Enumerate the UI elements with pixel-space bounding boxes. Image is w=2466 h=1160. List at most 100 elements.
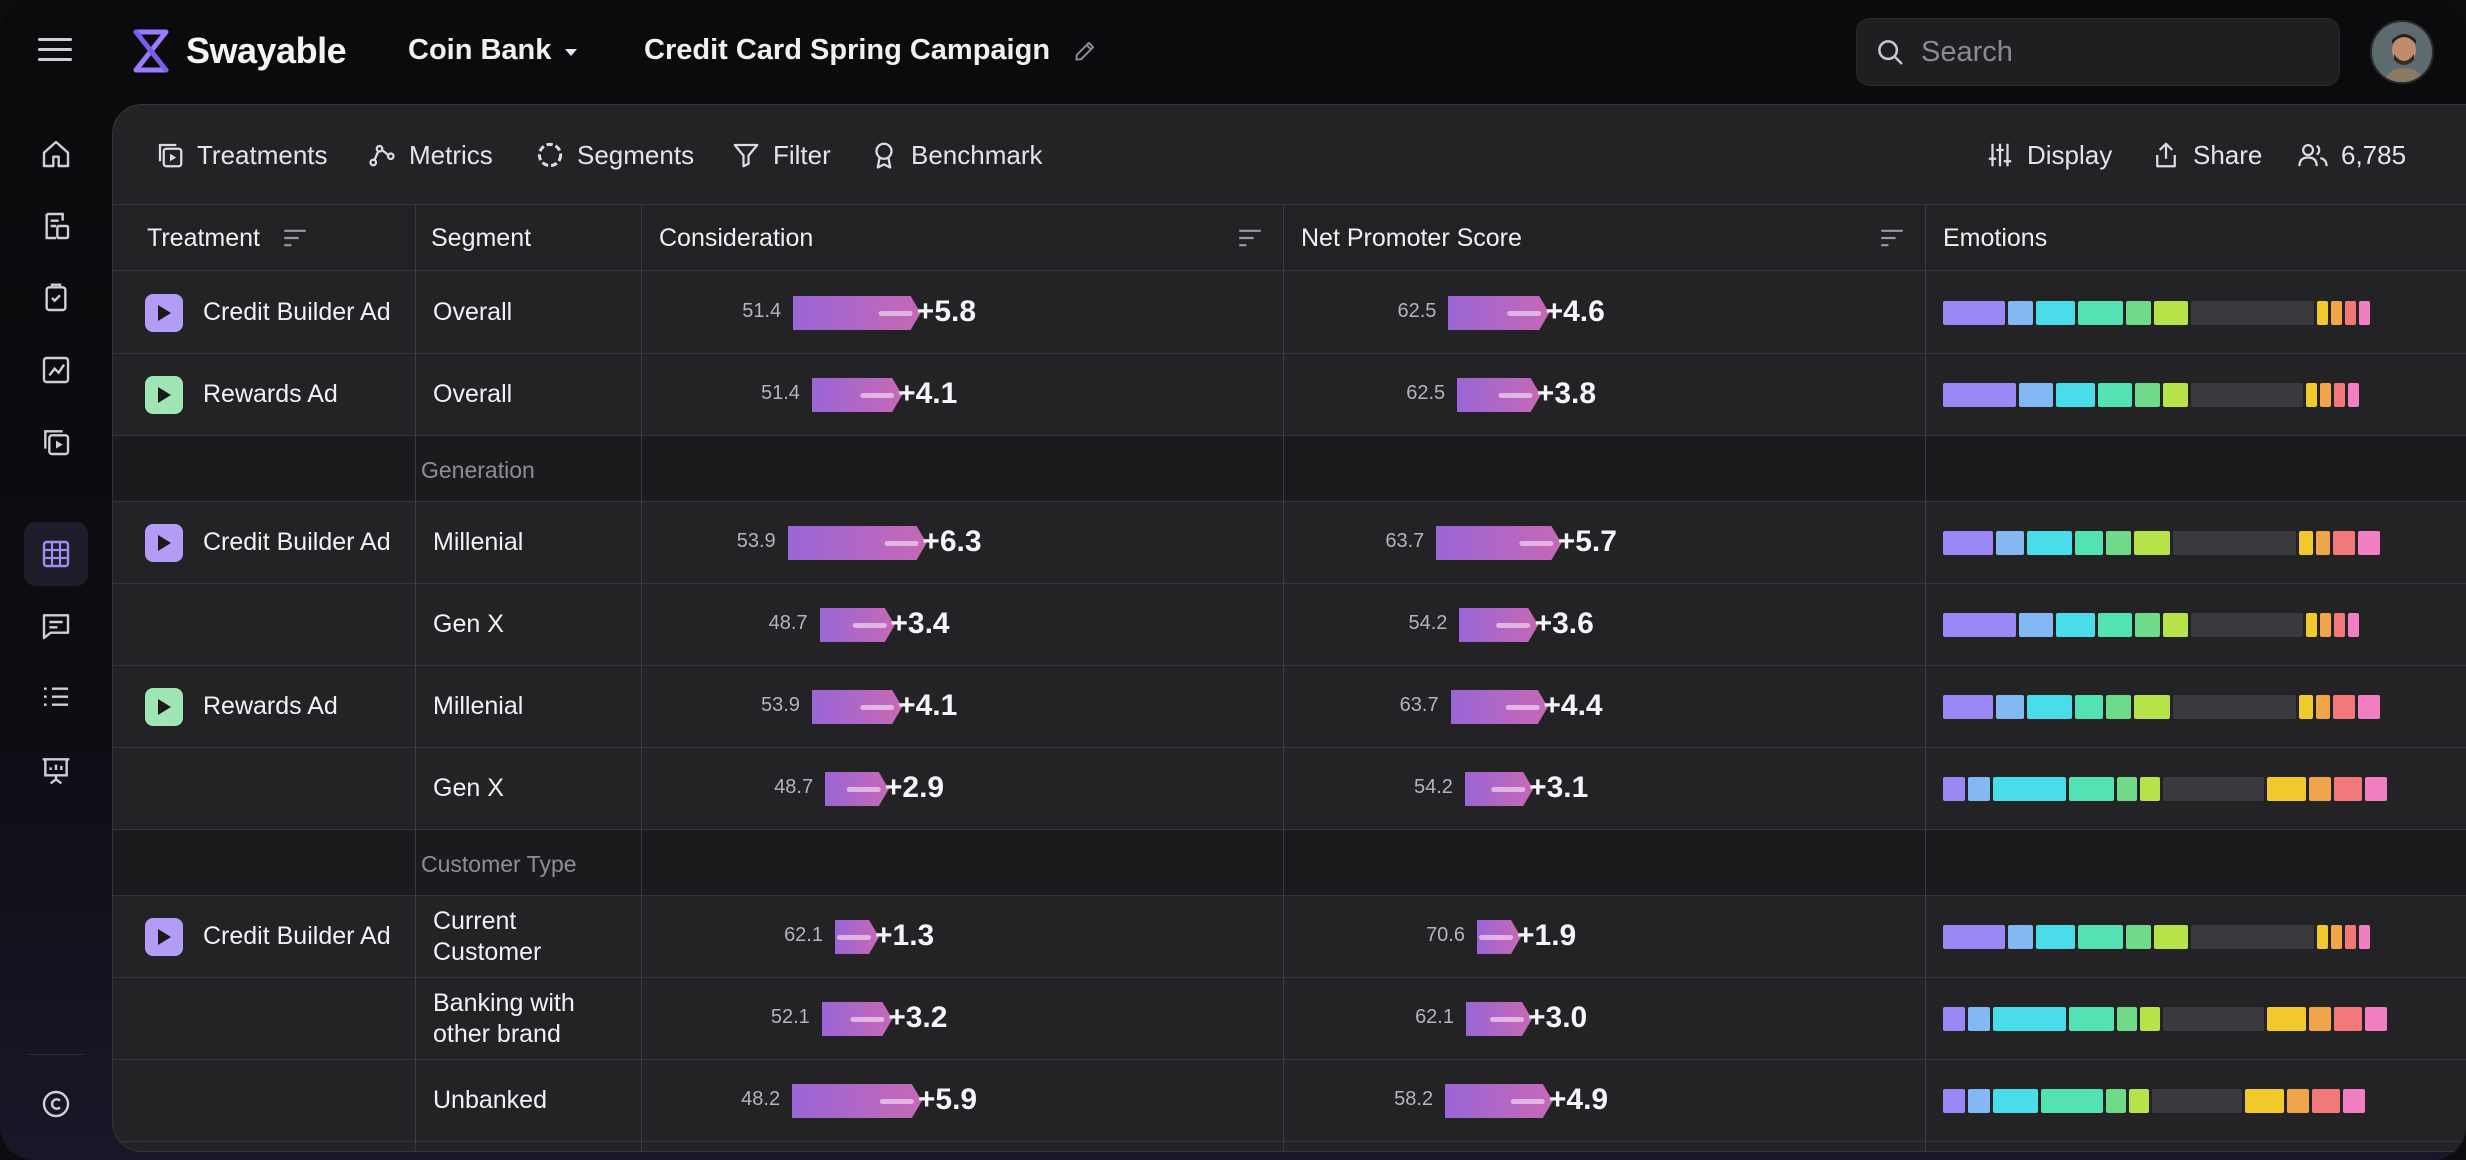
table-row[interactable]: Credit Builder Ad Millenial 53.9 +6.3 63.7 +5… bbox=[113, 502, 2466, 584]
nps-base-value: 54.2 bbox=[1413, 776, 1453, 798]
table-header: Treatment Segment Consideration Net Prom… bbox=[113, 205, 2466, 271]
nav-briefs-icon[interactable] bbox=[34, 204, 78, 248]
emotion-segment bbox=[2008, 301, 2033, 325]
emotion-segment bbox=[2075, 531, 2103, 555]
emotion-segment bbox=[2106, 695, 2131, 719]
table-row[interactable]: Unbanked 48.2 +5.9 58.2 +4.9 bbox=[113, 1060, 2466, 1142]
emotion-segment bbox=[2267, 1007, 2306, 1031]
table-row[interactable]: Credit Builder Ad Overall 51.4 +5.8 62.5 +4.6 bbox=[113, 272, 2466, 354]
app-logo[interactable]: Swayable bbox=[130, 28, 347, 74]
consideration-delta: +4.1 bbox=[898, 377, 958, 410]
treatment-name[interactable]: Credit Builder Ad bbox=[203, 298, 391, 326]
emotion-segment bbox=[2129, 1089, 2149, 1113]
treatment-name[interactable]: Rewards Ad bbox=[203, 692, 338, 720]
emotion-segment bbox=[2343, 1089, 2365, 1113]
caret-down-icon bbox=[565, 49, 578, 56]
respondents-count[interactable]: 6,785 bbox=[2297, 135, 2406, 175]
edit-pencil-icon[interactable] bbox=[1072, 38, 1098, 64]
treatment-name[interactable]: Rewards Ad bbox=[203, 380, 338, 408]
play-icon bbox=[158, 929, 171, 945]
sort-icon[interactable] bbox=[1235, 226, 1265, 250]
emotions-stacked-bar bbox=[1943, 1007, 2387, 1031]
nav-presentation-icon[interactable] bbox=[34, 748, 78, 792]
sort-icon[interactable] bbox=[280, 226, 310, 250]
consideration-delta: +3.4 bbox=[890, 607, 950, 640]
nav-survey-icon[interactable] bbox=[34, 276, 78, 320]
treatments-button[interactable]: Treatments bbox=[155, 135, 328, 175]
emotion-segment bbox=[2334, 1007, 2362, 1031]
treatment-name[interactable]: Credit Builder Ad bbox=[203, 528, 391, 556]
org-selector[interactable]: Coin Bank bbox=[408, 34, 578, 67]
filter-button[interactable]: Filter bbox=[731, 135, 831, 175]
emotions-stacked-bar bbox=[1943, 301, 2370, 325]
nav-list-icon[interactable] bbox=[34, 676, 78, 720]
nps-lift-bar bbox=[1466, 1002, 1532, 1036]
segment-name: Overall bbox=[433, 298, 513, 326]
play-button[interactable] bbox=[145, 376, 183, 414]
table-row[interactable]: Rewards Ad Overall 51.4 +4.1 62.5 +3.8 bbox=[113, 354, 2466, 436]
nav-table-icon[interactable] bbox=[24, 522, 88, 586]
share-button[interactable]: Share bbox=[2151, 135, 2262, 175]
table-row[interactable]: Rewards Ad Millenial 53.9 +4.1 63.7 +4.4 bbox=[113, 666, 2466, 748]
nps-delta: +3.6 bbox=[1534, 607, 1594, 640]
display-button[interactable]: Display bbox=[1985, 135, 2112, 175]
emotion-segment bbox=[2036, 301, 2075, 325]
nav-analytics-icon[interactable] bbox=[34, 348, 78, 392]
consideration-lift-bar bbox=[835, 920, 879, 954]
nps-base-value: 62.5 bbox=[1397, 300, 1437, 322]
consideration-base-value: 48.2 bbox=[741, 1088, 781, 1110]
play-button[interactable] bbox=[145, 918, 183, 956]
table-row[interactable]: Banking with other brand 52.1 +3.2 62.1 +3.0 bbox=[113, 978, 2466, 1060]
segments-button[interactable]: Segments bbox=[535, 135, 694, 175]
metrics-button[interactable]: Metrics bbox=[367, 135, 493, 175]
emotion-segment bbox=[2154, 925, 2188, 949]
sort-icon[interactable] bbox=[1877, 226, 1907, 250]
emotion-segment bbox=[2317, 301, 2328, 325]
consideration-base-value: 51.4 bbox=[742, 300, 782, 322]
nps-base-value: 58.2 bbox=[1394, 1088, 1434, 1110]
user-avatar[interactable] bbox=[2370, 20, 2434, 84]
treatment-name[interactable]: Credit Builder Ad bbox=[203, 922, 391, 950]
emotion-segment bbox=[2027, 531, 2072, 555]
emotion-segment bbox=[2316, 531, 2330, 555]
play-button[interactable] bbox=[145, 688, 183, 726]
col-segment[interactable]: Segment bbox=[431, 205, 531, 271]
menu-icon[interactable] bbox=[38, 38, 72, 66]
segment-name: Unbanked bbox=[433, 1086, 547, 1114]
emotion-segment bbox=[2333, 531, 2355, 555]
emotion-segment bbox=[2078, 925, 2123, 949]
emotion-segment bbox=[2069, 777, 2114, 801]
copyright-icon[interactable] bbox=[34, 1082, 78, 1126]
search-box[interactable] bbox=[1856, 18, 2340, 86]
play-button[interactable] bbox=[145, 294, 183, 332]
emotion-segment bbox=[1943, 613, 2016, 637]
col-nps[interactable]: Net Promoter Score bbox=[1301, 205, 1522, 271]
results-panel: Treatments Metrics Segments Filter Bench… bbox=[112, 104, 2466, 1152]
benchmark-icon bbox=[875, 142, 893, 169]
col-consideration[interactable]: Consideration bbox=[659, 205, 813, 271]
table-row[interactable]: Credit Builder Ad Current Customer 62.1 +1.… bbox=[113, 896, 2466, 978]
emotion-segment bbox=[2245, 1089, 2284, 1113]
table-row[interactable]: Gen X 48.7 +3.4 54.2 +3.6 bbox=[113, 584, 2466, 666]
search-input[interactable] bbox=[1921, 35, 2321, 69]
play-icon bbox=[158, 699, 171, 715]
col-nps-label: Net Promoter Score bbox=[1301, 223, 1522, 252]
benchmark-button[interactable]: Benchmark bbox=[869, 135, 1043, 175]
nav-comments-icon[interactable] bbox=[34, 604, 78, 648]
play-button[interactable] bbox=[145, 524, 183, 562]
emotion-segment bbox=[2309, 777, 2331, 801]
emotions-stacked-bar bbox=[1943, 531, 2380, 555]
nps-lift-bar bbox=[1459, 608, 1539, 642]
consideration-base-value: 53.9 bbox=[760, 694, 800, 716]
nav-home-icon[interactable] bbox=[34, 132, 78, 176]
nps-lift-bar bbox=[1450, 690, 1548, 724]
emotion-segment bbox=[1943, 531, 1993, 555]
segment-name: Millenial bbox=[433, 528, 524, 556]
col-emotions[interactable]: Emotions bbox=[1943, 205, 2047, 271]
nav-divider bbox=[28, 1054, 84, 1055]
nav-media-icon[interactable] bbox=[34, 420, 78, 464]
table-row[interactable]: Gen X 48.7 +2.9 54.2 +3.1 bbox=[113, 748, 2466, 830]
emotions-stacked-bar bbox=[1943, 925, 2370, 949]
col-treatment[interactable]: Treatment bbox=[147, 205, 310, 271]
emotion-segment bbox=[2358, 531, 2380, 555]
